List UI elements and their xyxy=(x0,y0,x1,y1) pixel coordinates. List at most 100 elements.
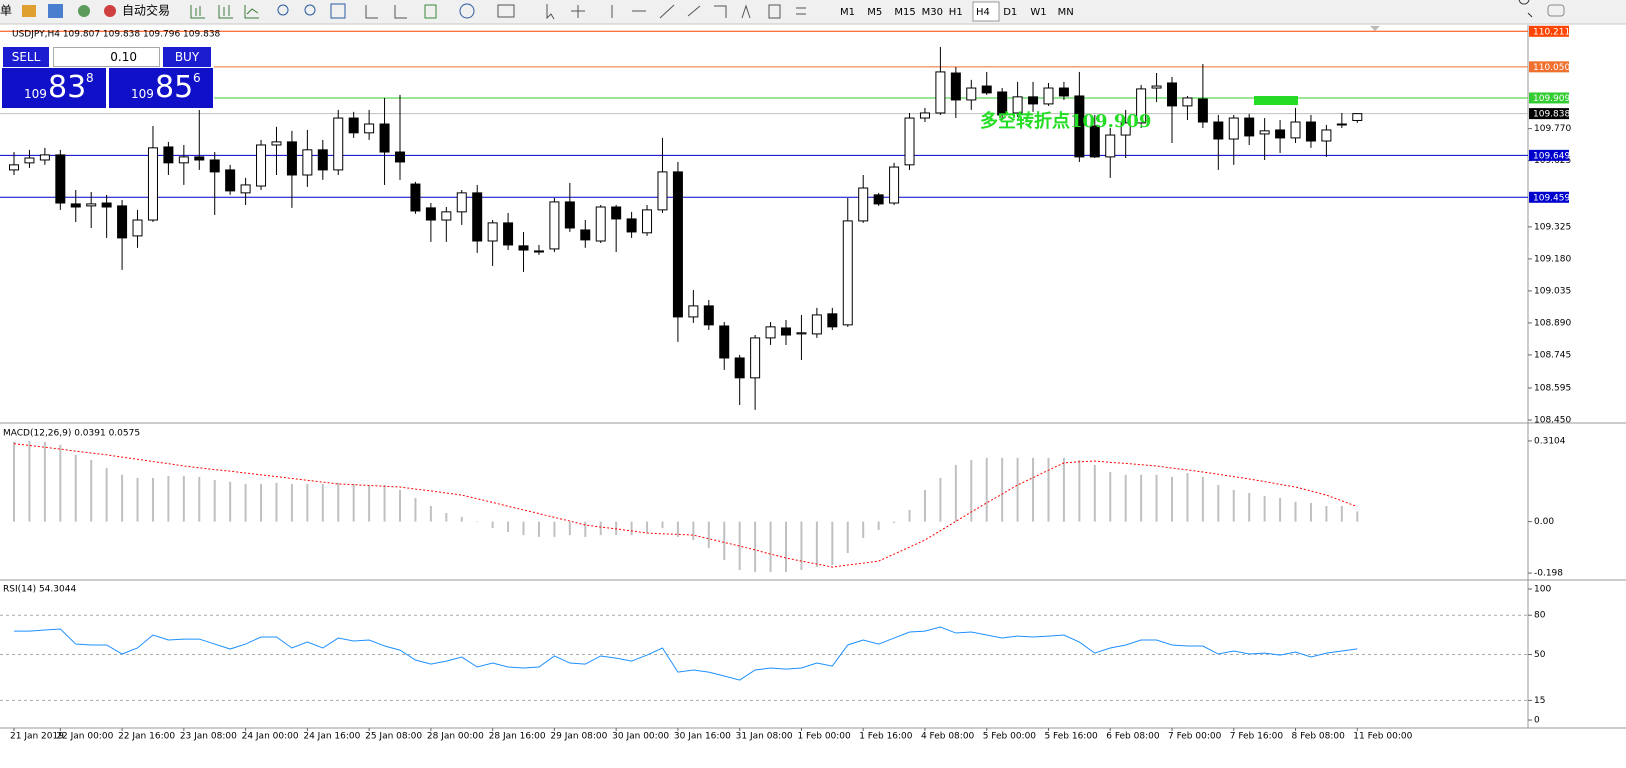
icon[interactable] xyxy=(277,4,289,16)
candle-body xyxy=(209,159,220,173)
y-tick-label: 108.890 xyxy=(1534,318,1571,328)
candle-body xyxy=(225,169,236,192)
candle-body xyxy=(904,117,915,166)
candle-body xyxy=(1290,121,1301,139)
price-label: 109.838 xyxy=(1533,110,1570,120)
candle-body xyxy=(379,123,390,153)
chat-icon[interactable] xyxy=(1547,4,1565,17)
buy-price[interactable]: 109 85 6 xyxy=(109,68,213,108)
x-tick-label: 24 Jan 16:00 xyxy=(303,732,360,742)
icon[interactable] xyxy=(218,5,233,19)
candle-body xyxy=(1197,98,1208,123)
candle-body xyxy=(163,146,174,164)
timeframe-button[interactable]: H4 xyxy=(976,7,990,18)
lot-input[interactable]: 0.10 xyxy=(53,47,160,67)
x-tick-label: 7 Feb 16:00 xyxy=(1230,732,1284,742)
candle-body xyxy=(1321,129,1332,142)
x-tick-label: 22 Jan 00:00 xyxy=(56,732,113,742)
candle-body xyxy=(472,192,483,242)
candle-body xyxy=(425,207,436,221)
timeframe-button[interactable]: M30 xyxy=(922,7,943,18)
candle-body xyxy=(580,229,591,241)
candle-body xyxy=(117,205,128,239)
candle-body xyxy=(858,187,869,222)
auto-trading-button[interactable]: 自动交易 xyxy=(122,3,170,18)
candle-body xyxy=(1244,117,1255,137)
x-tick-label: 1 Feb 00:00 xyxy=(797,732,851,742)
candle-body xyxy=(1182,97,1193,107)
timeframe-button[interactable]: M15 xyxy=(894,7,915,18)
icon[interactable] xyxy=(497,4,515,18)
y-tick-label: 0.3104 xyxy=(1534,436,1566,446)
timeframe-bar: M1 M5 M15 M30 H1 H4 D1 W1 MN xyxy=(840,1,1074,22)
candle-body xyxy=(1028,96,1039,105)
indicator-title: RSI(14) 54.3044 xyxy=(3,585,76,595)
candle-body xyxy=(626,218,637,233)
menu-text[interactable]: 单 xyxy=(0,4,12,18)
sell-button[interactable]: SELL xyxy=(3,47,49,67)
candle-body xyxy=(271,141,282,146)
icon[interactable] xyxy=(48,4,63,18)
candle-body xyxy=(86,203,97,207)
x-tick-label: 23 Jan 08:00 xyxy=(180,732,237,742)
icon[interactable] xyxy=(365,5,407,19)
timeframe-button[interactable]: MN xyxy=(1058,7,1074,18)
icon[interactable] xyxy=(546,4,555,20)
candle-body xyxy=(1074,95,1085,158)
icon[interactable] xyxy=(571,4,806,19)
y-tick-label: 109.035 xyxy=(1534,286,1571,296)
candle-body xyxy=(456,192,467,213)
icon[interactable] xyxy=(22,5,36,17)
candle-body xyxy=(302,149,313,176)
marker-box xyxy=(1254,96,1298,105)
candle-body xyxy=(317,149,328,171)
candle-body xyxy=(178,156,189,164)
price-label: 109.649 xyxy=(1533,151,1570,161)
price-label-box xyxy=(1529,108,1569,120)
candle-body xyxy=(286,141,297,176)
icon[interactable] xyxy=(424,4,437,19)
pips: 85 xyxy=(155,70,194,105)
x-tick-label: 24 Jan 00:00 xyxy=(242,732,299,742)
icon[interactable] xyxy=(330,3,346,19)
icon[interactable] xyxy=(244,5,259,19)
candle-body xyxy=(518,245,529,251)
search-icon[interactable] xyxy=(1518,0,1533,18)
timeframe-button[interactable]: H1 xyxy=(949,7,963,18)
toolbar xyxy=(0,0,1626,24)
timeframe-button[interactable]: M1 xyxy=(840,7,855,18)
candle-body xyxy=(642,209,653,234)
icon[interactable] xyxy=(78,5,90,17)
price-label: 110.211 xyxy=(1533,27,1570,37)
timeframe-button[interactable]: W1 xyxy=(1030,7,1046,18)
candle-body xyxy=(364,123,375,134)
candle-body xyxy=(703,305,714,326)
timeframe-button[interactable]: M5 xyxy=(867,7,882,18)
candle-body xyxy=(672,171,683,318)
y-tick-label: 50 xyxy=(1534,650,1546,660)
candle-body xyxy=(503,222,514,246)
icon[interactable] xyxy=(104,5,116,17)
candle-body xyxy=(256,144,267,187)
icon[interactable] xyxy=(304,4,316,16)
icon[interactable] xyxy=(190,5,205,19)
candle-body xyxy=(595,206,606,242)
x-tick-label: 1 Feb 16:00 xyxy=(859,732,913,742)
x-tick-label: 6 Feb 08:00 xyxy=(1106,732,1160,742)
timeframe-button[interactable]: D1 xyxy=(1003,7,1017,18)
candle-body xyxy=(734,357,745,379)
candle-body xyxy=(935,71,946,114)
candle-body xyxy=(919,112,930,119)
candle-body xyxy=(1105,134,1116,158)
icon[interactable] xyxy=(459,3,475,19)
chart-annotation: 多空转折点109.909 xyxy=(980,110,1151,132)
plot-layer: 108.450 108.595 108.745 108.890 109.035 109.1… xyxy=(0,25,1571,742)
candle-body xyxy=(842,220,853,326)
active-timeframe xyxy=(972,1,1000,22)
buy-button[interactable]: BUY xyxy=(163,47,211,67)
candle-body xyxy=(966,87,977,101)
price-label-box xyxy=(1529,61,1569,73)
y-tick-label: 109.180 xyxy=(1534,254,1571,264)
sell-price[interactable]: 109 83 8 xyxy=(2,68,106,108)
price-label-box xyxy=(1529,25,1569,37)
